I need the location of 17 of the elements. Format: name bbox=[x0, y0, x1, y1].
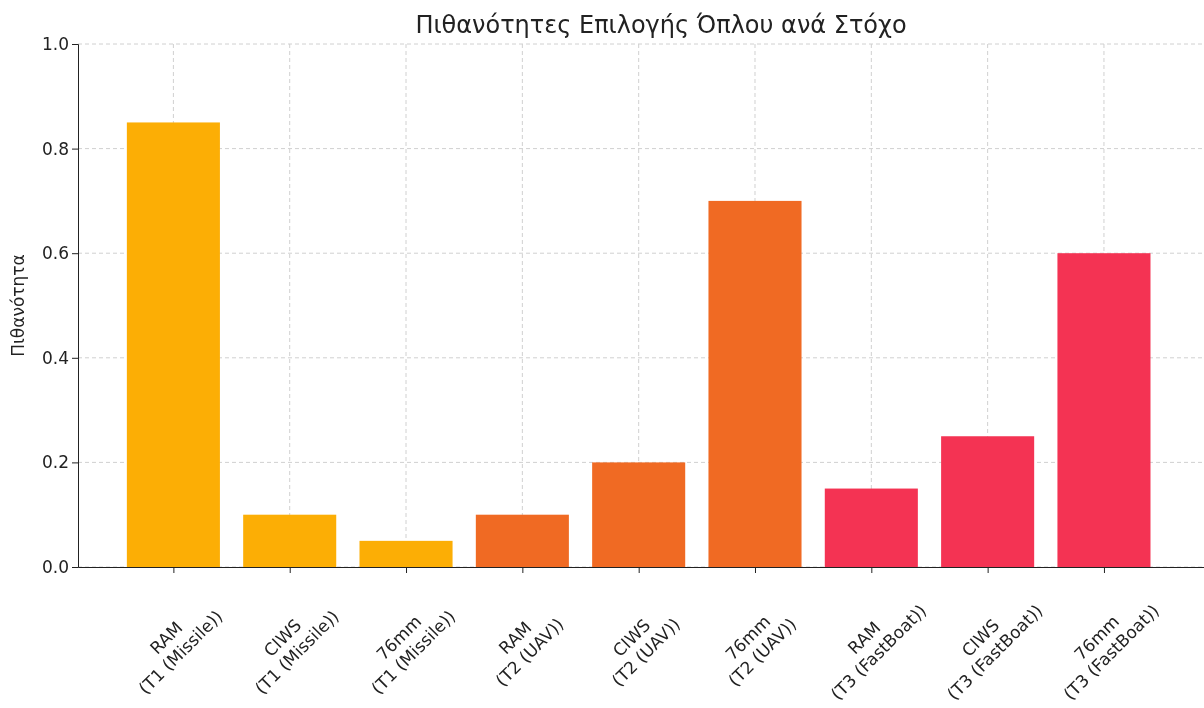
bar bbox=[1057, 253, 1151, 567]
y-tick-label: 0.8 bbox=[41, 138, 69, 159]
bar bbox=[824, 488, 918, 567]
chart-title: Πιθανότητες Επιλογής Όπλου ανά Στόχο bbox=[415, 11, 907, 39]
y-tick-label: 0.6 bbox=[41, 243, 69, 264]
bar bbox=[592, 462, 686, 567]
y-tick-label: 1.0 bbox=[41, 33, 69, 54]
y-tick-label: 0.2 bbox=[41, 452, 69, 473]
bar bbox=[475, 514, 569, 567]
bar bbox=[359, 540, 453, 567]
y-tick-label: 0.4 bbox=[41, 347, 69, 368]
bar bbox=[708, 200, 802, 567]
y-tick-label: 0.0 bbox=[41, 556, 69, 577]
bar bbox=[941, 436, 1035, 567]
bar bbox=[126, 122, 220, 567]
bar bbox=[243, 514, 337, 567]
y-axis-title: Πιθανότητα bbox=[8, 254, 28, 357]
